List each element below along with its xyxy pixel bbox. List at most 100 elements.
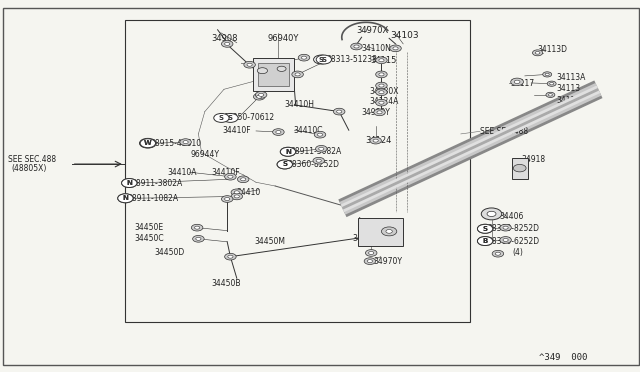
Circle shape — [550, 83, 554, 85]
Circle shape — [477, 237, 493, 246]
Circle shape — [214, 113, 229, 122]
Circle shape — [532, 50, 543, 56]
Text: 34117: 34117 — [511, 79, 535, 88]
Circle shape — [244, 61, 255, 68]
Circle shape — [316, 55, 332, 64]
Circle shape — [257, 95, 262, 98]
Circle shape — [364, 258, 376, 264]
Circle shape — [225, 198, 230, 201]
Text: S: S — [228, 115, 233, 121]
Circle shape — [376, 89, 387, 96]
Text: S: S — [321, 57, 326, 62]
Text: 34410F: 34410F — [223, 126, 252, 135]
Circle shape — [253, 93, 265, 100]
Circle shape — [379, 101, 384, 104]
Text: SEE SEC.488: SEE SEC.488 — [8, 155, 56, 164]
Circle shape — [225, 42, 230, 45]
Circle shape — [503, 238, 508, 241]
Circle shape — [225, 173, 236, 180]
Circle shape — [316, 145, 327, 152]
Text: 34116: 34116 — [557, 96, 581, 105]
Text: SEE SEC.488: SEE SEC.488 — [480, 127, 528, 136]
Circle shape — [231, 193, 243, 200]
Text: 34110N: 34110N — [361, 44, 391, 53]
Circle shape — [234, 191, 239, 194]
Text: B: B — [483, 238, 488, 244]
Circle shape — [228, 175, 233, 178]
Text: 34450C: 34450C — [134, 234, 164, 243]
Bar — [358, 218, 403, 246]
Text: 34980Y: 34980Y — [361, 108, 390, 117]
Text: 34410: 34410 — [237, 188, 261, 197]
Text: 34970X: 34970X — [356, 26, 388, 35]
Circle shape — [376, 71, 387, 78]
Text: 08350-70612: 08350-70612 — [224, 113, 275, 122]
Text: 34103: 34103 — [390, 31, 419, 40]
Circle shape — [487, 211, 496, 217]
Circle shape — [140, 139, 156, 148]
Text: 08313-51238: 08313-51238 — [326, 55, 377, 64]
Text: S: S — [282, 161, 287, 167]
Circle shape — [295, 73, 300, 76]
Text: 34124A: 34124A — [369, 97, 399, 106]
Circle shape — [503, 226, 508, 229]
Circle shape — [500, 237, 511, 243]
Text: (4): (4) — [512, 248, 523, 257]
Text: (48805X): (48805X) — [12, 164, 47, 173]
Circle shape — [228, 255, 233, 258]
Text: 34410C: 34410C — [294, 126, 323, 135]
Circle shape — [492, 250, 504, 257]
Text: 34441: 34441 — [358, 219, 383, 228]
Text: 34113: 34113 — [557, 84, 581, 93]
Circle shape — [313, 157, 324, 164]
Text: 34410A: 34410A — [168, 168, 197, 177]
Text: 34450M: 34450M — [255, 237, 285, 246]
Text: 34406: 34406 — [499, 212, 524, 221]
Circle shape — [247, 63, 252, 66]
Circle shape — [277, 160, 292, 169]
Bar — [258, 63, 289, 86]
Circle shape — [314, 55, 329, 64]
Text: 96944Y: 96944Y — [190, 150, 219, 159]
Circle shape — [381, 227, 397, 236]
Circle shape — [369, 251, 374, 254]
Text: 34450D: 34450D — [155, 248, 185, 257]
Text: N: N — [285, 149, 291, 155]
Circle shape — [122, 179, 137, 187]
Circle shape — [535, 51, 540, 54]
Circle shape — [314, 131, 326, 138]
Text: S: S — [483, 226, 488, 232]
Circle shape — [298, 54, 310, 61]
Circle shape — [280, 147, 296, 156]
Circle shape — [255, 92, 267, 98]
Circle shape — [231, 189, 243, 196]
Circle shape — [316, 159, 321, 162]
Bar — [512, 158, 528, 179]
Circle shape — [386, 230, 392, 233]
Circle shape — [221, 41, 233, 47]
Circle shape — [481, 208, 502, 220]
Circle shape — [393, 47, 398, 50]
Circle shape — [379, 59, 384, 62]
Text: 08360-6252D: 08360-6252D — [488, 237, 540, 246]
Circle shape — [548, 94, 552, 96]
Circle shape — [333, 108, 345, 115]
Text: 34400: 34400 — [353, 234, 377, 243]
Text: 34115: 34115 — [370, 56, 396, 65]
Circle shape — [495, 252, 500, 255]
Circle shape — [547, 81, 556, 86]
Circle shape — [280, 147, 296, 156]
Circle shape — [118, 194, 133, 203]
Circle shape — [118, 194, 133, 203]
Circle shape — [374, 109, 385, 116]
Circle shape — [354, 45, 359, 48]
Circle shape — [545, 73, 549, 76]
Circle shape — [180, 139, 191, 145]
Circle shape — [500, 224, 511, 231]
Circle shape — [183, 141, 188, 144]
Text: 34450E: 34450E — [134, 223, 164, 232]
Circle shape — [477, 224, 493, 233]
Text: 08915-43610: 08915-43610 — [150, 139, 202, 148]
Text: 96940Y: 96940Y — [268, 34, 299, 43]
Bar — [125, 20, 470, 322]
